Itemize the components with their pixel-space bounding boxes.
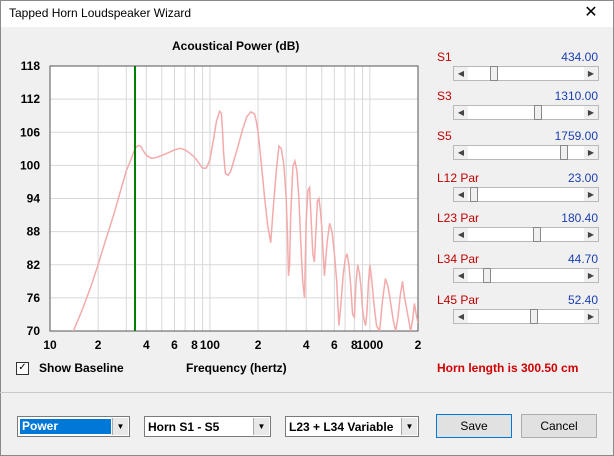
y-tick-label: 100: [20, 158, 40, 172]
param-par-label: Par: [460, 293, 480, 307]
y-tick-label: 70: [27, 324, 41, 338]
x-tick-label: 4: [143, 338, 150, 352]
save-button[interactable]: Save: [436, 414, 512, 438]
param-value: 23.00: [567, 171, 598, 185]
slider-thumb[interactable]: [470, 187, 479, 202]
slider-thumb[interactable]: [559, 145, 568, 160]
show-baseline-label[interactable]: Show Baseline: [39, 361, 124, 375]
chevron-down-icon[interactable]: ▼: [401, 418, 417, 435]
arrow-right-icon[interactable]: ▶: [584, 310, 598, 323]
close-icon[interactable]: ✕: [584, 4, 598, 21]
series-line-0: [72, 109, 418, 331]
slider-thumb[interactable]: [489, 66, 498, 81]
arrow-left-icon[interactable]: ◀: [454, 146, 468, 159]
slider-thumb[interactable]: [533, 105, 542, 120]
arrow-left-icon[interactable]: ◀: [454, 188, 468, 201]
param-name: S3: [437, 89, 452, 103]
y-tick-label: 118: [21, 59, 41, 73]
param-value: 52.40: [567, 293, 598, 307]
param-value: 1759.00: [554, 129, 598, 143]
y-tick-label: 88: [27, 225, 41, 239]
arrow-left-icon[interactable]: ◀: [454, 310, 468, 323]
chart-title: Acoustical Power (dB): [172, 39, 300, 53]
arrow-right-icon[interactable]: ▶: [584, 67, 598, 80]
arrow-left-icon[interactable]: ◀: [454, 67, 468, 80]
param-value: 434.00: [561, 50, 598, 64]
param-value: 180.40: [561, 211, 598, 225]
horn-length-text: Horn length is 300.50 cm: [437, 361, 579, 375]
x-tick-label: 8: [351, 338, 358, 352]
variable-select[interactable]: L23 + L34 Variable ▼: [285, 416, 419, 437]
y-tick-label: 82: [27, 258, 41, 272]
y-tick-label: 76: [27, 291, 41, 305]
param-slider-l23[interactable]: ◀ ▶: [453, 227, 599, 242]
x-tick-label: 2: [95, 338, 102, 352]
y-tick-label: 106: [20, 125, 40, 139]
y-tick-label: 94: [27, 192, 41, 206]
x-tick-label: 1000: [357, 338, 384, 352]
param-name: L12 Par: [437, 171, 480, 185]
param-slider-l34[interactable]: ◀ ▶: [453, 268, 599, 283]
param-slider-l45[interactable]: ◀ ▶: [453, 309, 599, 324]
x-tick-label: 10: [43, 338, 57, 352]
param-slider-s3[interactable]: ◀ ▶: [453, 105, 599, 120]
arrow-left-icon[interactable]: ◀: [454, 106, 468, 119]
param-name: S1: [437, 50, 452, 64]
param-value: 1310.00: [554, 89, 598, 103]
param-slider-s5[interactable]: ◀ ▶: [453, 145, 599, 160]
arrow-right-icon[interactable]: ▶: [584, 146, 598, 159]
title-bar: Tapped Horn Loudspeaker Wizard ✕: [1, 1, 613, 27]
x-tick-label: 4: [303, 338, 310, 352]
divider: [0, 392, 612, 393]
param-name: L45 Par: [437, 293, 480, 307]
chevron-down-icon[interactable]: ▼: [112, 418, 128, 435]
slider-thumb[interactable]: [529, 309, 538, 324]
x-tick-label: 8: [191, 338, 198, 352]
param-par-label: Par: [460, 252, 480, 266]
param-par-label: Par: [460, 171, 480, 185]
arrow-right-icon[interactable]: ▶: [584, 228, 598, 241]
param-name: L23 Par: [437, 211, 480, 225]
param-name: S5: [437, 129, 452, 143]
display-mode-select[interactable]: Power ▼: [17, 416, 130, 437]
show-baseline-checkbox[interactable]: ✓: [16, 362, 29, 375]
slider-thumb[interactable]: [532, 227, 541, 242]
arrow-left-icon[interactable]: ◀: [454, 228, 468, 241]
x-tick-label: 6: [331, 338, 338, 352]
variable-select-value: L23 + L34 Variable: [289, 420, 394, 434]
arrow-right-icon[interactable]: ▶: [584, 188, 598, 201]
cancel-button[interactable]: Cancel: [521, 414, 597, 438]
x-tick-label: 6: [171, 338, 178, 352]
x-tick-label: 2: [415, 338, 422, 352]
window-title: Tapped Horn Loudspeaker Wizard: [9, 6, 192, 20]
arrow-right-icon[interactable]: ▶: [584, 269, 598, 282]
horn-select-value: Horn S1 - S5: [148, 420, 220, 434]
arrow-right-icon[interactable]: ▶: [584, 106, 598, 119]
arrow-left-icon[interactable]: ◀: [454, 269, 468, 282]
x-axis-label: Frequency (hertz): [186, 361, 287, 375]
y-tick-label: 112: [21, 92, 41, 106]
x-tick-label: 2: [255, 338, 262, 352]
horn-select[interactable]: Horn S1 - S5 ▼: [144, 416, 271, 437]
plot-border: [49, 65, 419, 332]
x-tick-label: 100: [200, 338, 220, 352]
chevron-down-icon[interactable]: ▼: [253, 418, 269, 435]
slider-thumb[interactable]: [483, 268, 492, 283]
param-slider-s1[interactable]: ◀ ▶: [453, 66, 599, 81]
param-slider-l12[interactable]: ◀ ▶: [453, 187, 599, 202]
param-value: 44.70: [567, 252, 598, 266]
param-par-label: Par: [460, 211, 480, 225]
param-name: L34 Par: [437, 252, 480, 266]
display-mode-value: Power: [20, 419, 111, 434]
